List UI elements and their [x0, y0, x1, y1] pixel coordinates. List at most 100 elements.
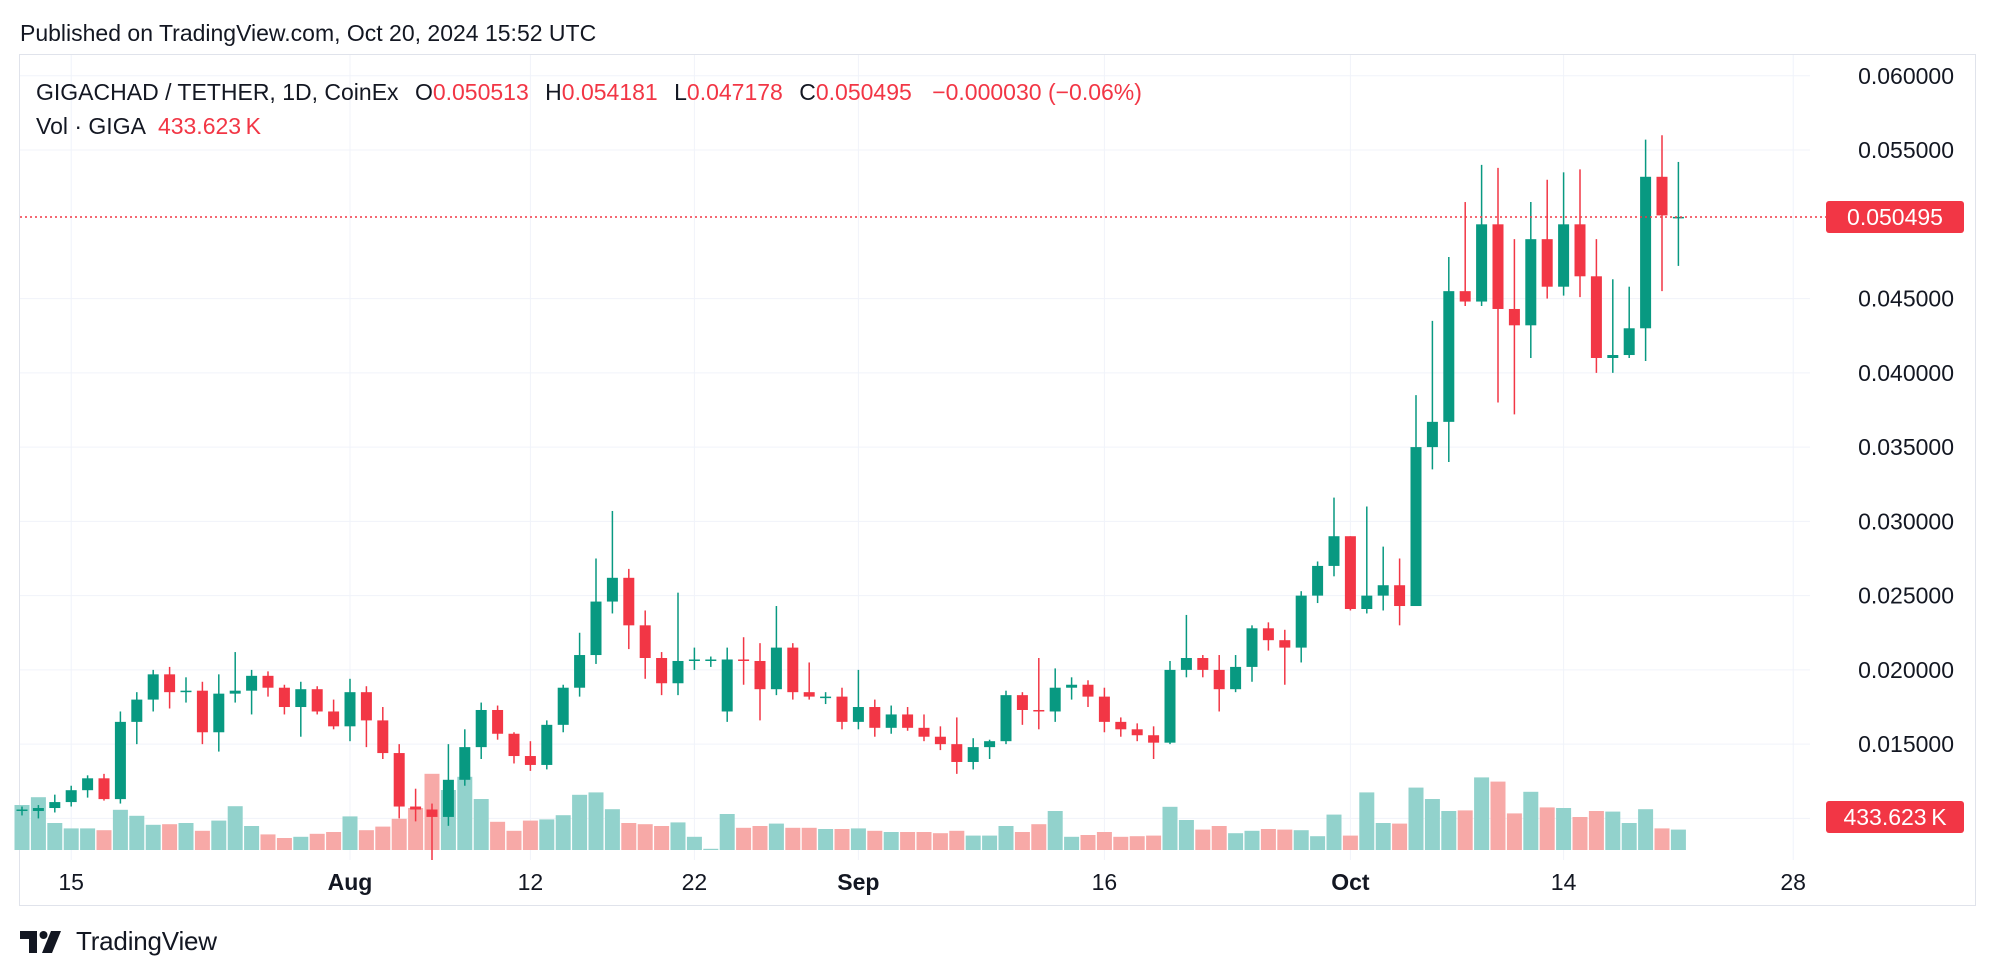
candle-body[interactable]: [918, 727, 930, 737]
candle-body[interactable]: [262, 675, 274, 688]
candle-body[interactable]: [1590, 276, 1602, 358]
candle-body[interactable]: [1361, 595, 1373, 609]
candle-body[interactable]: [885, 714, 897, 728]
candle-body[interactable]: [295, 689, 307, 708]
candle-body[interactable]: [1656, 176, 1668, 216]
candle-body[interactable]: [688, 659, 700, 661]
candle-body[interactable]: [1525, 239, 1537, 326]
candle-body[interactable]: [1246, 628, 1258, 667]
candle-body[interactable]: [213, 693, 225, 733]
candle-body[interactable]: [1279, 640, 1291, 648]
candle-body[interactable]: [147, 674, 159, 700]
tradingview-brand[interactable]: TradingView: [76, 926, 217, 956]
candle-body[interactable]: [1672, 216, 1684, 219]
candle-body[interactable]: [574, 655, 586, 688]
candle-body[interactable]: [164, 674, 176, 693]
candle-body[interactable]: [1213, 669, 1225, 690]
candle-body[interactable]: [196, 690, 208, 733]
candle-body[interactable]: [1197, 658, 1209, 670]
candle-body[interactable]: [524, 756, 536, 765]
candle-body[interactable]: [278, 687, 290, 708]
candle-body[interactable]: [344, 692, 356, 727]
candle-body[interactable]: [1476, 224, 1488, 302]
price-axis[interactable]: 0.060000 0.055000 0.045000 0.040000 0.035000…: [1826, 63, 1964, 833]
candle-body[interactable]: [869, 707, 881, 728]
candle-body[interactable]: [1148, 735, 1160, 743]
candle-body[interactable]: [623, 577, 635, 626]
candle-body[interactable]: [1344, 536, 1356, 609]
candle-body[interactable]: [377, 720, 389, 754]
candle-body[interactable]: [65, 790, 77, 803]
candle-body[interactable]: [1541, 239, 1553, 287]
candle-body[interactable]: [656, 658, 668, 684]
candle-body[interactable]: [492, 709, 504, 734]
candle-body[interactable]: [639, 625, 651, 659]
candle-body[interactable]: [459, 747, 471, 780]
candle-body[interactable]: [1115, 721, 1127, 730]
candle-body[interactable]: [1033, 709, 1045, 712]
candle-body[interactable]: [1558, 224, 1570, 287]
chart-frame[interactable]: [19, 54, 1976, 906]
candle-body[interactable]: [836, 696, 848, 722]
volume-label[interactable]: Vol · GIGA: [36, 113, 146, 139]
candle-body[interactable]: [1492, 224, 1504, 309]
candle-body[interactable]: [1049, 687, 1061, 712]
candle-body[interactable]: [1295, 595, 1307, 648]
candle-body[interactable]: [1623, 328, 1635, 356]
candle-body[interactable]: [557, 687, 569, 725]
candle-body[interactable]: [114, 721, 126, 800]
candle-body[interactable]: [984, 741, 996, 748]
candle-body[interactable]: [705, 659, 717, 661]
symbol-title[interactable]: GIGACHAD / TETHER, 1D, CoinEx: [36, 79, 399, 105]
candle-body[interactable]: [1016, 695, 1028, 710]
candle-body[interactable]: [131, 699, 143, 722]
candle-body[interactable]: [229, 690, 241, 694]
candle-body[interactable]: [672, 660, 684, 684]
candle-body[interactable]: [852, 707, 864, 722]
candle-body[interactable]: [721, 659, 733, 712]
candle-body[interactable]: [180, 690, 192, 693]
candle-body[interactable]: [1377, 585, 1389, 596]
candle-body[interactable]: [49, 802, 61, 809]
candle-body[interactable]: [1098, 696, 1110, 722]
candle-body[interactable]: [754, 660, 766, 690]
candle-body[interactable]: [902, 714, 914, 728]
candle-body[interactable]: [246, 675, 258, 691]
candle-body[interactable]: [1312, 565, 1324, 596]
candle-body[interactable]: [328, 711, 340, 727]
candle-body[interactable]: [1607, 355, 1619, 358]
candle-body[interactable]: [1574, 224, 1586, 277]
candle-body[interactable]: [590, 601, 602, 656]
candle-body[interactable]: [1082, 684, 1094, 697]
candle-body[interactable]: [1394, 585, 1406, 607]
candle-body[interactable]: [410, 806, 422, 810]
candle-body[interactable]: [1180, 658, 1192, 670]
candle-body[interactable]: [787, 647, 799, 693]
tradingview-logo-icon[interactable]: [20, 930, 66, 953]
candle-body[interactable]: [311, 689, 323, 712]
candles[interactable]: [16, 135, 1684, 860]
candle-body[interactable]: [1328, 536, 1340, 566]
candle-body[interactable]: [820, 696, 832, 699]
candle-body[interactable]: [1131, 729, 1143, 736]
candle-body[interactable]: [1230, 666, 1242, 690]
candle-body[interactable]: [426, 809, 438, 817]
candle-body[interactable]: [475, 709, 487, 748]
candle-body[interactable]: [1066, 684, 1078, 688]
candle-body[interactable]: [951, 744, 963, 762]
candle-body[interactable]: [967, 747, 979, 762]
candle-body[interactable]: [1262, 628, 1274, 641]
candle-body[interactable]: [1443, 291, 1455, 422]
candle-body[interactable]: [541, 724, 553, 765]
candle-body[interactable]: [393, 753, 405, 807]
candle-body[interactable]: [803, 692, 815, 697]
candle-body[interactable]: [738, 659, 750, 661]
candle-body[interactable]: [360, 692, 372, 721]
candle-body[interactable]: [32, 808, 44, 811]
candle-body[interactable]: [1410, 447, 1422, 607]
time-axis[interactable]: 15 Aug 12 22 Sep 16 Oct 14 28: [58, 869, 1806, 895]
candle-body[interactable]: [442, 779, 454, 817]
candle-body[interactable]: [770, 647, 782, 690]
candle-body[interactable]: [508, 733, 520, 757]
